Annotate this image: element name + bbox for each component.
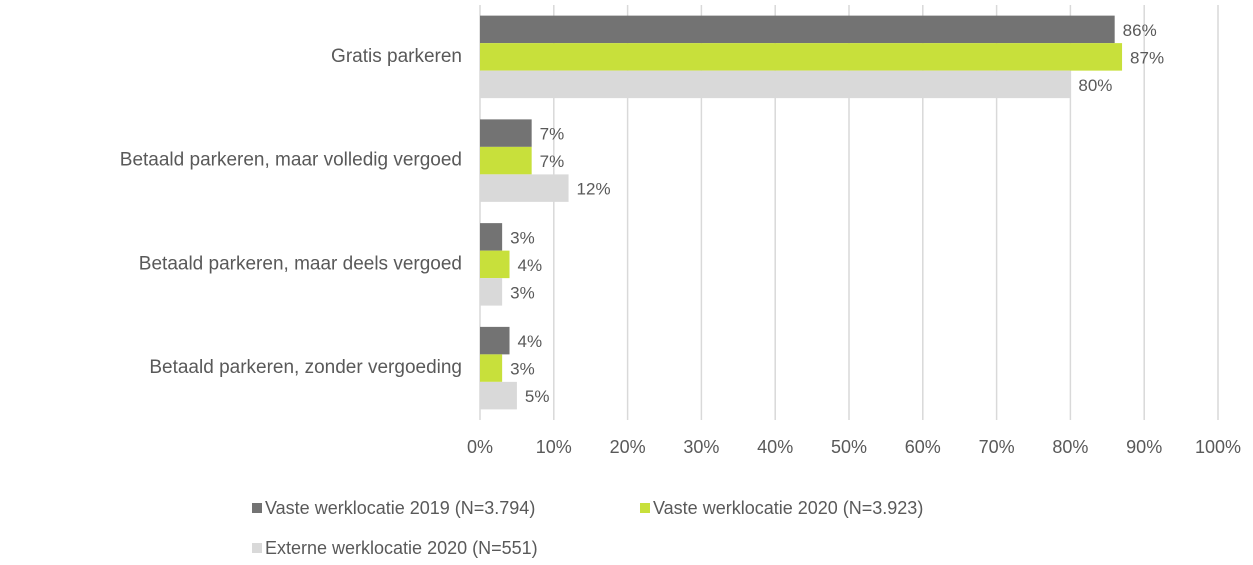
legend-label: Externe werklocatie 2020 (N=551) bbox=[265, 538, 538, 558]
bar bbox=[480, 119, 532, 147]
value-label: 3% bbox=[510, 283, 535, 302]
x-tick-label: 80% bbox=[1052, 437, 1088, 457]
value-label: 4% bbox=[518, 256, 543, 275]
bar bbox=[480, 381, 517, 410]
x-tick-label: 10% bbox=[536, 437, 572, 457]
legend-swatch bbox=[252, 543, 262, 553]
value-label: 7% bbox=[540, 152, 565, 171]
bar bbox=[480, 326, 510, 355]
value-label: 3% bbox=[510, 228, 535, 247]
bar bbox=[480, 354, 503, 382]
x-tick-label: 100% bbox=[1195, 437, 1241, 457]
value-label: 5% bbox=[525, 387, 550, 406]
x-tick-label: 90% bbox=[1126, 437, 1162, 457]
bar bbox=[480, 278, 503, 306]
value-label: 4% bbox=[518, 332, 543, 351]
bar bbox=[480, 146, 532, 175]
x-tick-label: 50% bbox=[831, 437, 867, 457]
value-label: 80% bbox=[1078, 76, 1112, 95]
x-tick-label: 0% bbox=[467, 437, 493, 457]
value-label: 3% bbox=[510, 360, 535, 379]
x-tick-label: 20% bbox=[610, 437, 646, 457]
legend-label: Vaste werklocatie 2019 (N=3.794) bbox=[265, 498, 535, 518]
value-label: 87% bbox=[1130, 48, 1164, 67]
x-tick-label: 30% bbox=[683, 437, 719, 457]
bar bbox=[480, 250, 510, 279]
x-tick-label: 70% bbox=[979, 437, 1015, 457]
legend-label: Vaste werklocatie 2020 (N=3.923) bbox=[653, 498, 923, 518]
value-label: 12% bbox=[577, 180, 611, 199]
category-label: Betaald parkeren, maar volledig vergoed bbox=[120, 150, 462, 171]
bar bbox=[480, 174, 569, 202]
category-label: Betaald parkeren, maar deels vergoed bbox=[139, 253, 462, 274]
x-tick-label: 40% bbox=[757, 437, 793, 457]
legend-swatch bbox=[640, 503, 650, 513]
bar bbox=[480, 223, 503, 251]
value-label: 86% bbox=[1123, 21, 1157, 40]
value-label: 7% bbox=[540, 125, 565, 144]
x-tick-label: 60% bbox=[905, 437, 941, 457]
legend-swatch bbox=[252, 503, 262, 513]
bar bbox=[480, 70, 1071, 99]
bar bbox=[480, 43, 1123, 71]
category-label: Gratis parkeren bbox=[331, 46, 462, 67]
bar bbox=[480, 15, 1115, 44]
category-label: Betaald parkeren, zonder vergoeding bbox=[149, 357, 462, 378]
